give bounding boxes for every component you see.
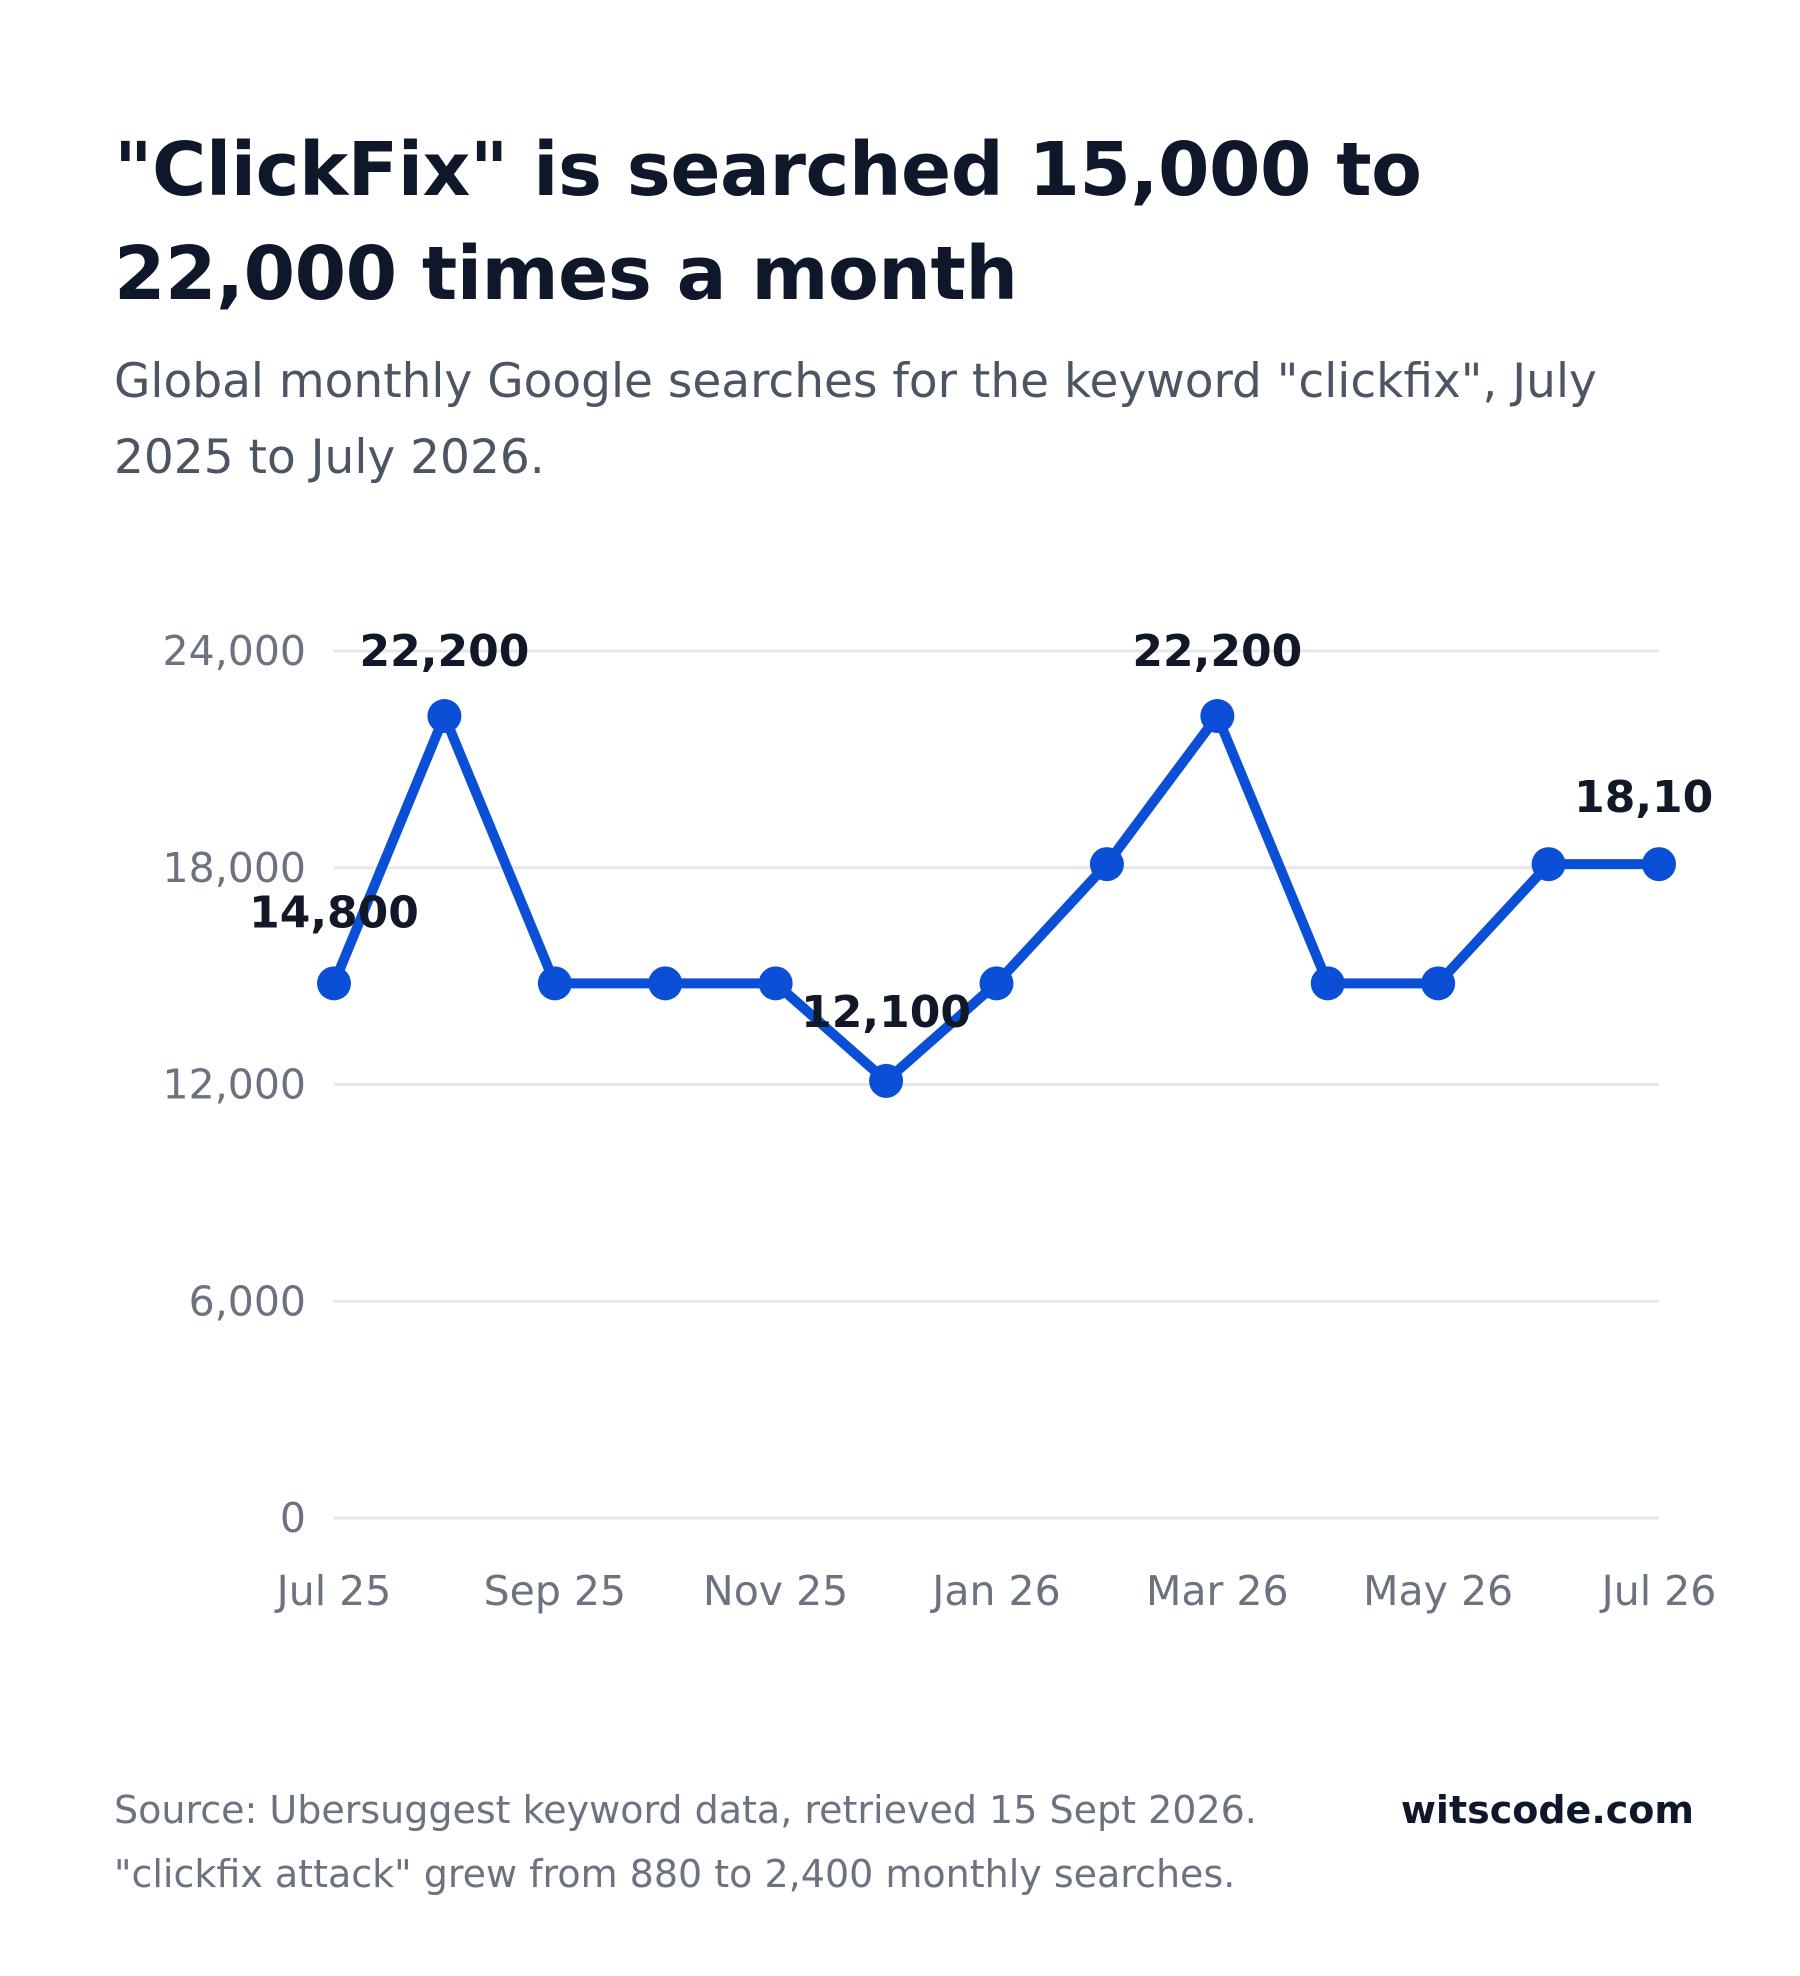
data-labels: 14,800 22,200 12,100 22,200 18,100 — [249, 626, 1744, 1038]
y-tick-label: 12,000 — [163, 1061, 306, 1109]
x-tick-label: Jan 26 — [929, 1567, 1060, 1615]
chart-subtitle: Global monthly Google searches for the k… — [114, 354, 1597, 485]
series-clickfix — [317, 699, 1676, 1098]
y-axis-ticks: 0 6,000 12,000 18,000 24,000 — [163, 627, 306, 1542]
data-point — [869, 1063, 904, 1098]
data-label: 14,800 — [249, 887, 419, 938]
source-note: Source: Ubersuggest keyword data, retrie… — [114, 1778, 1314, 1906]
data-point — [1310, 966, 1345, 1001]
data-point — [537, 966, 572, 1001]
data-label: 18,100 — [1574, 772, 1744, 823]
x-tick-label: Sep 25 — [484, 1567, 626, 1615]
data-point — [1089, 847, 1124, 882]
data-point — [648, 966, 683, 1001]
x-tick-label: Jul 25 — [274, 1567, 392, 1615]
data-point — [317, 966, 351, 1001]
series-line — [329, 711, 1664, 1086]
x-axis-ticks: Jul 25 Sep 25 Nov 25 Jan 26 Mar 26 May 26 Jul … — [274, 1567, 1717, 1615]
data-point — [1642, 847, 1676, 882]
data-point — [1531, 847, 1566, 882]
data-point — [979, 966, 1014, 1001]
data-point — [427, 699, 462, 734]
grid-lines — [334, 649, 1659, 1520]
data-point — [1200, 699, 1235, 734]
x-tick-label: Mar 26 — [1146, 1567, 1289, 1615]
y-tick-label: 6,000 — [189, 1277, 306, 1325]
data-label: 12,100 — [801, 987, 971, 1038]
data-point — [1421, 966, 1456, 1001]
y-tick-label: 18,000 — [163, 844, 306, 892]
source-line-1: Source: Ubersuggest keyword data, retrie… — [114, 1788, 1257, 1832]
chart-title: "ClickFix" is searched 15,000 to 22,000 … — [114, 127, 1422, 317]
brand-link[interactable]: witscode.com — [1400, 1788, 1694, 1832]
x-tick-label: Jul 26 — [1599, 1567, 1717, 1615]
x-tick-label: Nov 25 — [703, 1567, 848, 1615]
data-point — [758, 966, 793, 1001]
y-tick-label: 0 — [280, 1494, 306, 1542]
x-tick-label: May 26 — [1363, 1567, 1513, 1615]
y-tick-label: 24,000 — [163, 627, 306, 675]
data-label: 22,200 — [360, 626, 530, 677]
source-line-2: "clickfix attack" grew from 880 to 2,400… — [114, 1852, 1236, 1896]
data-label: 22,200 — [1132, 626, 1302, 677]
